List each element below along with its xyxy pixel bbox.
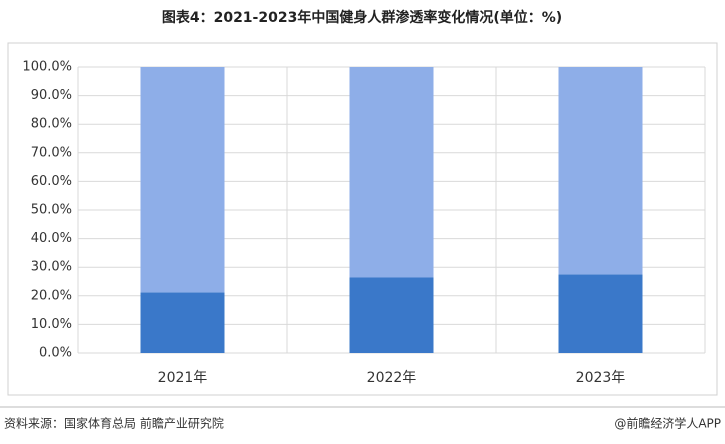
x-tick-label: 2021年 (158, 370, 208, 386)
bar-segment (140, 292, 225, 353)
bar-segment (349, 67, 434, 278)
y-tick-label: 60.0% (31, 174, 72, 189)
y-tick-label: 90.0% (31, 88, 72, 103)
x-tick-label: 2023年 (576, 370, 626, 386)
y-tick-label: 70.0% (31, 145, 72, 160)
y-tick-label: 50.0% (31, 203, 72, 218)
chart-frame (7, 42, 718, 396)
bar-segment (349, 277, 434, 353)
y-tick-label: 80.0% (31, 117, 72, 132)
y-tick-label: 30.0% (31, 260, 72, 275)
y-tick-label: 20.0% (31, 288, 72, 303)
y-tick-label: 40.0% (31, 231, 72, 246)
y-tick-label: 0.0% (39, 346, 72, 361)
bar-segment (558, 274, 643, 353)
bar-segment (558, 67, 643, 275)
bar-segment (140, 67, 225, 293)
x-tick-label: 2022年 (367, 370, 417, 386)
y-tick-label: 100.0% (22, 60, 72, 75)
source-note: 资料来源：国家体育总局 前瞻产业研究院 (4, 416, 224, 431)
credit: @前瞻经济学人APP (614, 416, 721, 431)
chart-title: 图表4：2021-2023年中国健身人群渗透率变化情况(单位：%) (162, 9, 562, 26)
y-tick-label: 10.0% (31, 317, 72, 332)
